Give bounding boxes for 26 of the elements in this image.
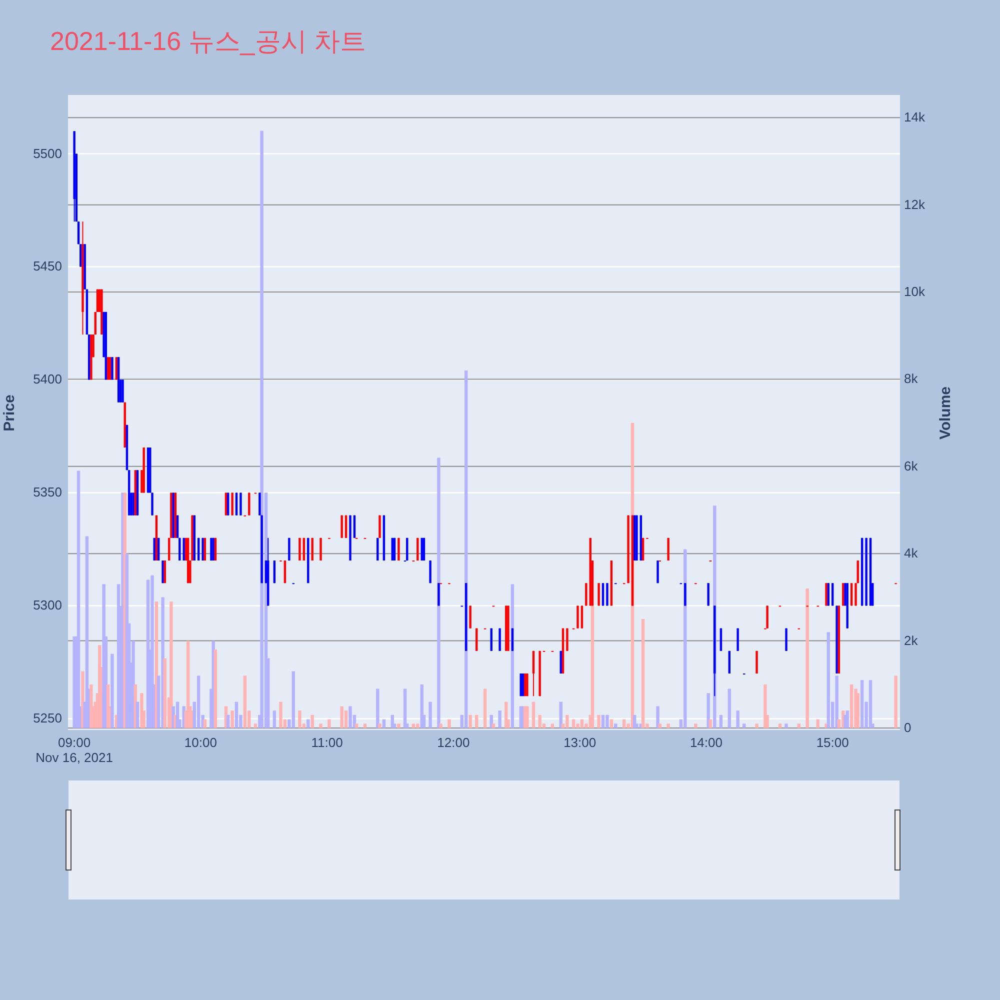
x-tick-label: 14:00	[690, 735, 722, 750]
x-tick-label: 11:00	[311, 735, 343, 750]
chart-title: 2021-11-16 뉴스_공시 차트	[50, 26, 366, 56]
x-tick-label: 15:00	[816, 735, 849, 750]
x-tick-label: 13:00	[564, 735, 596, 750]
y-tick-label: 5400	[33, 372, 62, 387]
y2-tick-label: 14k	[904, 110, 926, 125]
y-tick-label: 5250	[33, 710, 62, 726]
x-tick-label: 12:00	[437, 735, 470, 750]
y-axis-title: Price	[1, 394, 18, 432]
x-tick-label: 10:00	[184, 735, 217, 750]
y2-tick-label: 4k	[904, 546, 918, 561]
y2-tick-label: 10k	[904, 284, 926, 300]
x-tick-label: 09:00	[58, 735, 91, 750]
y2-tick-label: 6k	[904, 458, 918, 474]
y-tick-label: 5500	[33, 146, 62, 161]
y2-tick-label: 0	[904, 720, 912, 735]
y2-axis-title: Volume	[937, 386, 954, 440]
y-tick-label: 5300	[33, 598, 62, 613]
y2-tick-label: 2k	[904, 632, 918, 648]
y2-tick-label: 12k	[904, 196, 926, 212]
y2-tick-label: 8k	[904, 371, 918, 386]
y-tick-label: 5450	[33, 258, 62, 274]
y-tick-label: 5350	[33, 484, 62, 500]
text: Nov 16, 2021	[36, 750, 113, 765]
candlestick	[532, 650, 535, 697]
